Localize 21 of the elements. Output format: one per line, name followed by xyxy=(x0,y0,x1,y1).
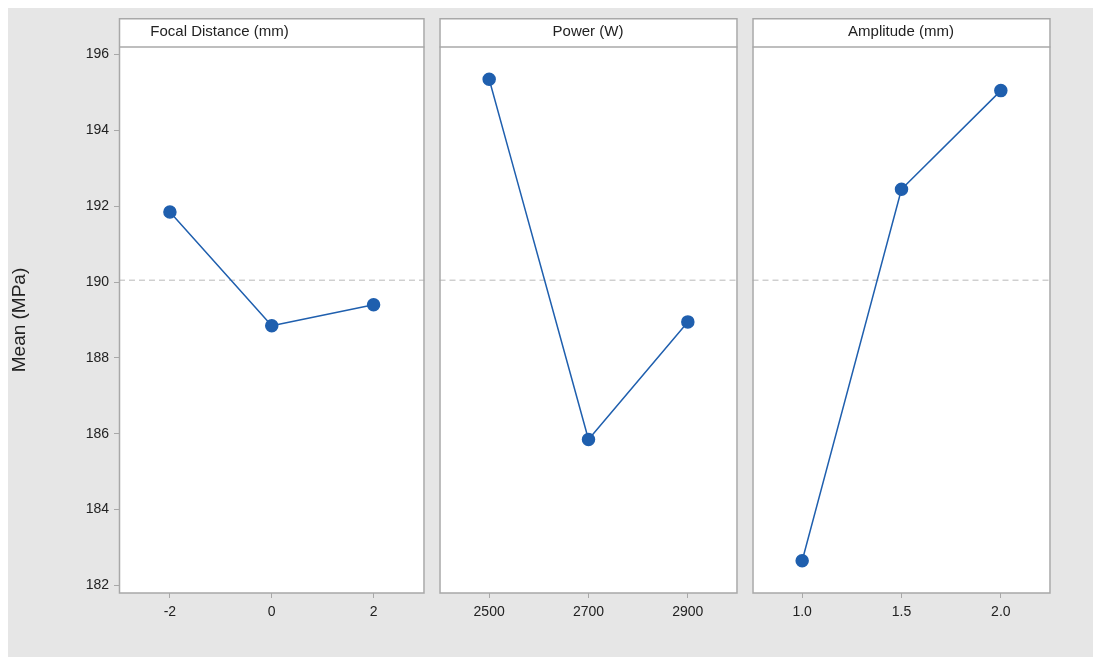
x-tick-label: 0 xyxy=(267,603,276,620)
y-tick-label: 190 xyxy=(85,272,110,289)
y-tick-label: 194 xyxy=(85,121,110,138)
y-tick-label: 182 xyxy=(85,576,110,593)
x-tick-label: -2 xyxy=(163,603,177,620)
x-tick-label: 2500 xyxy=(473,603,505,620)
y-axis-title: Mean (MPa) xyxy=(7,267,29,373)
y-tick-label: 186 xyxy=(85,424,110,441)
x-tick-label: 2.0 xyxy=(991,603,1011,620)
chart-title: Focal Distance (mm) xyxy=(150,22,289,40)
x-tick-label: 2700 xyxy=(572,603,605,620)
x-tick-label: 1.5 xyxy=(891,603,912,620)
y-tick-label: 196 xyxy=(85,45,110,62)
y-tick-label: 192 xyxy=(85,197,110,214)
x-tick-label: 1.0 xyxy=(792,603,813,620)
chart-title: Amplitude (mm) xyxy=(848,22,954,40)
y-tick-label: 184 xyxy=(85,500,110,517)
chart-title: Power (W) xyxy=(552,22,624,40)
y-tick-label: 188 xyxy=(85,348,110,365)
x-tick-label: 2 xyxy=(369,603,378,620)
x-tick-label: 2900 xyxy=(672,603,704,620)
